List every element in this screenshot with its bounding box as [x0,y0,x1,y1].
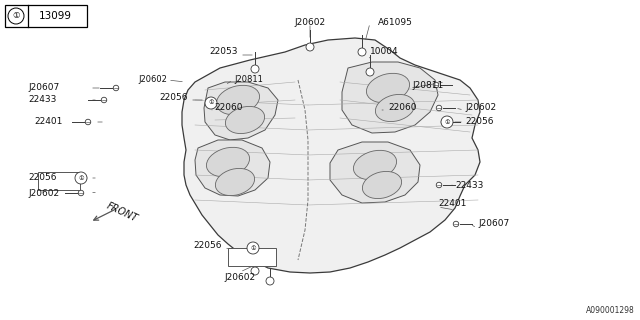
Text: J20811: J20811 [412,81,444,90]
Text: ①: ① [12,12,20,20]
Circle shape [358,48,366,56]
Text: 22401: 22401 [438,199,467,209]
FancyBboxPatch shape [38,172,80,190]
Text: A090001298: A090001298 [586,306,635,315]
Polygon shape [195,140,270,196]
Text: J20602: J20602 [225,274,255,283]
Circle shape [85,119,91,125]
Text: ①: ① [444,119,450,124]
Polygon shape [330,142,420,203]
Circle shape [113,85,119,91]
Text: 22056: 22056 [193,242,222,251]
Ellipse shape [367,73,410,103]
Text: 22060: 22060 [214,102,243,111]
Circle shape [266,277,274,285]
Circle shape [436,105,442,111]
Ellipse shape [216,168,255,196]
Circle shape [251,267,259,275]
Circle shape [81,175,87,181]
Text: 22056: 22056 [159,93,188,102]
FancyBboxPatch shape [5,5,87,27]
Text: 22056: 22056 [28,173,56,182]
Text: J20811: J20811 [234,76,263,84]
Circle shape [251,65,259,73]
Circle shape [441,119,447,125]
Circle shape [75,172,87,184]
Text: ①: ① [250,245,256,251]
Circle shape [453,221,459,227]
Text: FRONT: FRONT [105,200,139,224]
Text: J20602: J20602 [294,18,326,27]
Circle shape [306,43,314,51]
Circle shape [247,242,259,254]
Text: 22433: 22433 [455,180,483,189]
FancyBboxPatch shape [228,248,276,266]
Circle shape [433,82,439,88]
Circle shape [8,8,24,24]
Text: J20607: J20607 [28,84,60,92]
Text: J20602: J20602 [28,188,59,197]
Ellipse shape [362,172,402,199]
Circle shape [205,97,217,109]
Text: 13099: 13099 [38,11,72,21]
Polygon shape [204,82,278,140]
Circle shape [101,97,107,103]
Text: 22433: 22433 [28,95,56,105]
Text: 22056: 22056 [465,117,493,126]
Text: ①: ① [78,175,84,180]
Circle shape [441,116,453,128]
Text: J20607: J20607 [478,220,509,228]
Polygon shape [182,38,480,273]
Circle shape [366,68,374,76]
Ellipse shape [353,150,397,180]
Text: 22401: 22401 [34,117,62,126]
Text: J20602: J20602 [138,76,167,84]
Ellipse shape [376,94,415,122]
Circle shape [436,182,442,188]
Text: 10004: 10004 [370,47,399,57]
Text: A61095: A61095 [378,18,413,27]
Text: 22053: 22053 [209,47,238,57]
Text: 22060: 22060 [388,103,417,113]
Circle shape [78,190,84,196]
Text: J20602: J20602 [465,103,496,113]
Ellipse shape [216,85,260,115]
Polygon shape [342,62,438,133]
Ellipse shape [207,147,250,177]
Ellipse shape [225,107,264,133]
Text: ①: ① [208,100,214,106]
